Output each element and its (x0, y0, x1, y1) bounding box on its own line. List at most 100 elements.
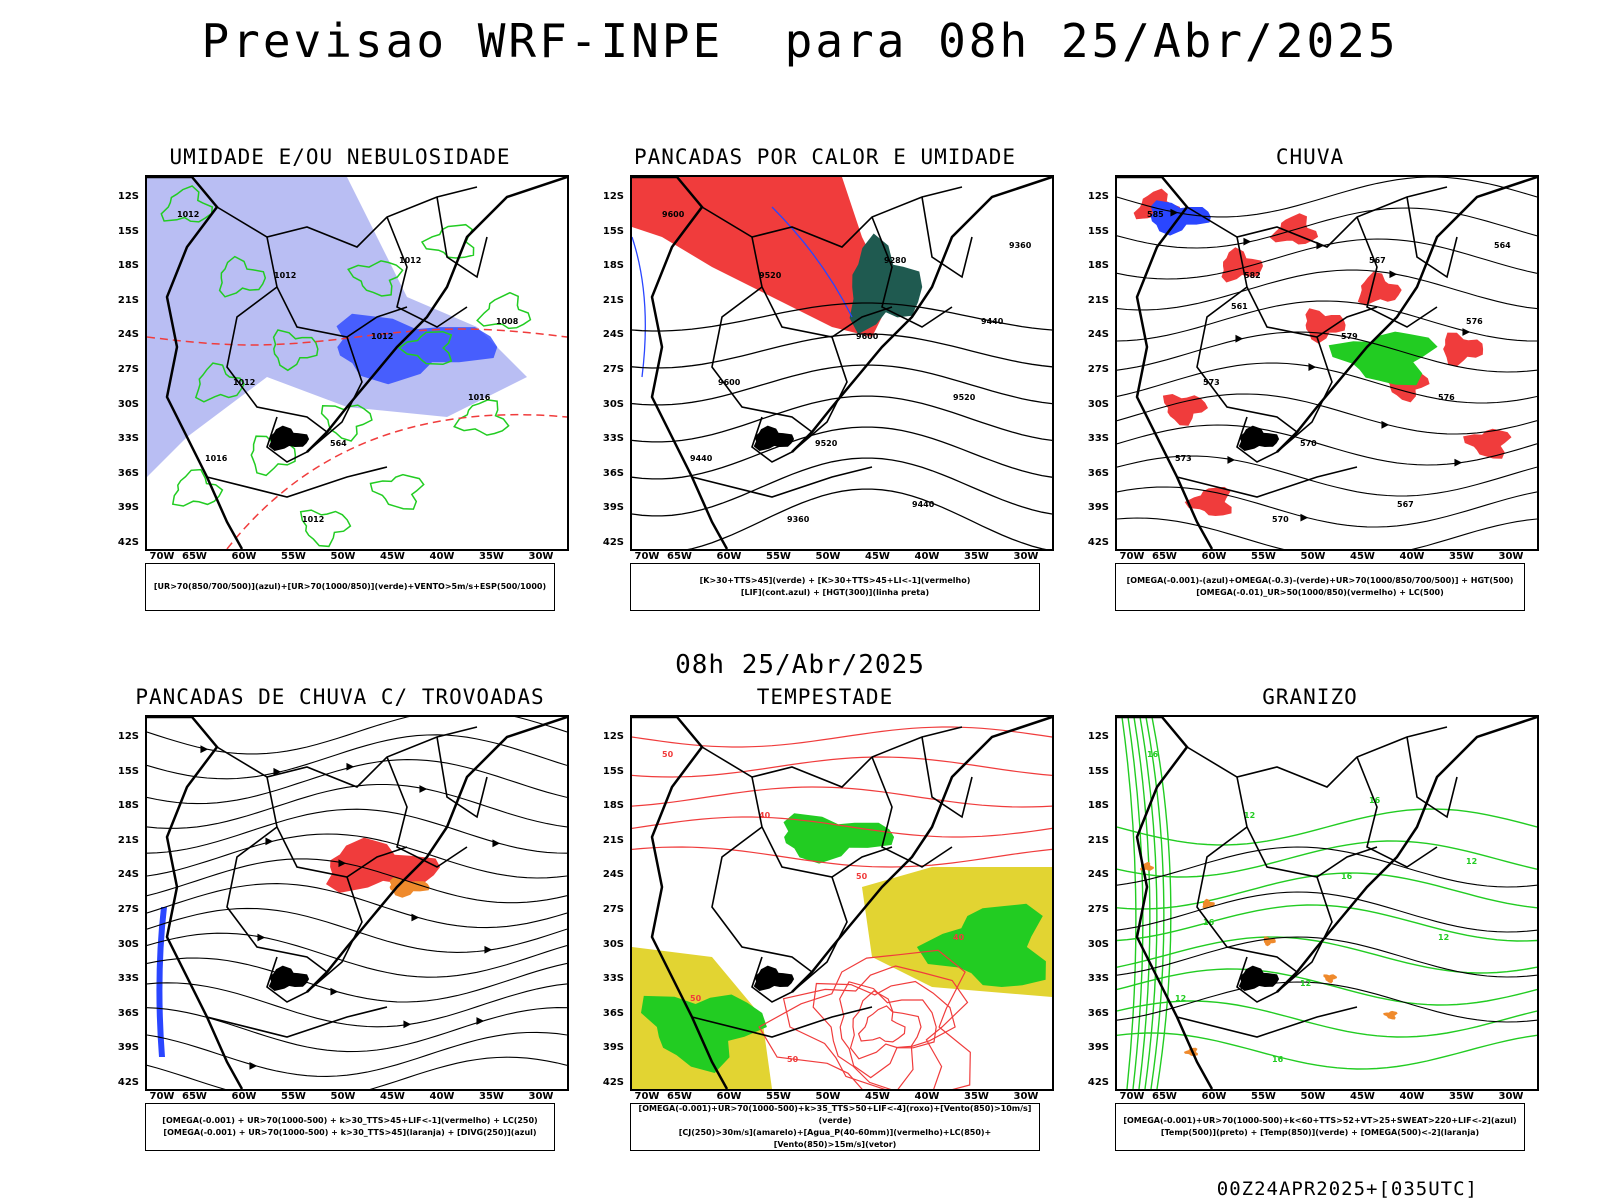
lon-tick-label: 65W (182, 551, 207, 562)
lat-tick-label: 30S (117, 398, 139, 410)
hgt-contour (632, 364, 1052, 406)
panel-legend: [OMEGA(-0.001) + UR>70(1000-500) + k>30_… (145, 1103, 555, 1151)
map-graphic (147, 717, 567, 1089)
panel-title: PANCADAS POR CALOR E UMIDADE (633, 145, 1016, 169)
contour-label: 9600 (856, 332, 879, 341)
lat-tick-label: 36S (117, 1007, 139, 1019)
lon-tick-label: 50W (815, 551, 841, 562)
country-border-2 (1196, 826, 1298, 973)
country-border-2 (226, 286, 328, 433)
lon-tick-label: 35W (1449, 551, 1474, 562)
map-panel-3: CHUVA 585 582 579 576 573 570 567 576 573 570 567 56… (1065, 145, 1555, 625)
contour-label: 12 (1438, 933, 1449, 942)
temp850-contour-west (1145, 717, 1165, 1089)
country-border-0 (701, 726, 963, 788)
legend-line: [Temp(500)](preto) + [Temp(850)](verde) … (1160, 1128, 1480, 1137)
country-border-6 (206, 1006, 388, 1038)
lat-tick-label: 36S (602, 1007, 624, 1019)
pw-contour (758, 949, 971, 1089)
country-border-0 (1186, 726, 1448, 788)
lon-tick-label: 65W (1152, 551, 1177, 562)
country-border-1 (266, 236, 408, 338)
contour-label: 50 (662, 750, 674, 759)
contour-label: 1012 (302, 515, 324, 524)
streamline (147, 717, 567, 755)
pw-contour (632, 786, 1052, 808)
green-contour (160, 185, 214, 223)
green-contour (171, 468, 224, 507)
rain-area-blue (1150, 200, 1211, 236)
country-border-6 (1176, 466, 1358, 498)
lon-tick-label: 70W (1119, 1091, 1145, 1102)
lat-tick-label: 36S (117, 467, 139, 479)
lon-tick-label: 50W (815, 1091, 841, 1102)
lat-tick-label: 30S (1087, 398, 1109, 410)
map-boundaries (1117, 717, 1537, 1089)
legend-line: [OMEGA(-0.001)+UR>70(1000-500)+k>35_TTS>… (638, 1104, 1032, 1125)
legend-line: [OMEGA(-0.01)_UR>50(1000/850)(vermelho) … (1196, 588, 1444, 597)
contour-label: 9600 (662, 210, 685, 219)
lat-tick-label: 27S (602, 904, 624, 915)
lat-tick-label: 36S (1087, 467, 1109, 479)
page-title: Previsao WRF-INPE para 08h 25/Abr/2025 (201, 14, 1399, 68)
lon-tick-label: 65W (182, 1091, 207, 1102)
country-border-4 (386, 756, 468, 868)
temp850-contour-west (1121, 717, 1137, 1089)
panel-legend: [OMEGA(-0.001)-(azul)+OMEGA(-0.3)-(verde… (1115, 563, 1525, 611)
lat-tick-label: 27S (1087, 364, 1109, 375)
contour-label: 12 (1175, 994, 1186, 1003)
lat-tick-label: 12S (1087, 191, 1109, 202)
streamline-arrow (1235, 334, 1244, 343)
streamline-arrow (403, 1020, 412, 1029)
streamline (1117, 517, 1537, 549)
lat-tick-label: 39S (1087, 1042, 1109, 1054)
streamline-arrow (200, 745, 209, 754)
country-border-6 (691, 1006, 873, 1038)
contour-label: 9520 (815, 439, 838, 448)
lat-tick-label: 21S (117, 294, 139, 306)
contour-label: 567 (1369, 256, 1386, 265)
contour-label: 576 (1438, 393, 1455, 402)
rain-area-red (1463, 428, 1512, 459)
coastline-west (632, 177, 729, 549)
map-boundaries (1117, 177, 1537, 549)
lagoon-shape (1238, 425, 1280, 451)
lagoon-shape (1238, 965, 1280, 991)
lat-tick-label: 15S (117, 765, 139, 777)
country-border-4 (871, 216, 953, 328)
map-graphic: 1012 1012 1012 1016 1016 1012 1012 1008 1012 564 (147, 177, 567, 549)
contour-label: 12 (1300, 979, 1311, 988)
lon-tick-label: 35W (479, 1091, 504, 1102)
temp500-contours (1117, 846, 1537, 1023)
lon-tick-label: 55W (281, 551, 306, 562)
rain-area-red (1443, 332, 1484, 367)
lagoon-shape (753, 425, 795, 451)
lat-tick-label: 12S (117, 731, 139, 742)
streamlines (147, 717, 567, 1089)
country-border-1 (1236, 236, 1378, 338)
map-graphic: 50 40 50 40 50 50 (632, 717, 1052, 1089)
streamline-arrow (1227, 456, 1236, 464)
lat-tick-label: 27S (1087, 904, 1109, 915)
map-graphic: 9600 9520 9600 9520 9440 9360 9280 9440 9600 9520… (632, 177, 1052, 549)
contour-label: 12 (1244, 811, 1255, 820)
map-boundaries (147, 717, 567, 1089)
temp850-contour (1117, 1000, 1537, 1038)
lon-tick-label: 30W (1013, 1091, 1039, 1102)
storm-area-orange (389, 877, 430, 898)
lon-tick-label: 60W (231, 551, 257, 562)
map-panel-5: TEMPESTADE 50 40 50 40 50 50 12S 15S 18S 21S 24S 27S… (580, 685, 1070, 1165)
lat-tick-label: 39S (602, 502, 624, 514)
lon-tick-label: 45W (380, 1091, 405, 1102)
lif-contour (632, 236, 646, 378)
streamline-arrow (1381, 420, 1390, 429)
temp850-contours (1117, 717, 1537, 1089)
country-border-5 (1406, 736, 1458, 819)
green-contour (369, 473, 425, 510)
lon-tick-label: 45W (865, 1091, 890, 1102)
lat-tick-label: 30S (602, 938, 624, 950)
contour-label: 16 (1272, 1055, 1284, 1064)
lat-tick-label: 24S (602, 329, 624, 341)
lat-tick-label: 21S (1087, 834, 1109, 846)
lon-tick-label: 70W (634, 1091, 660, 1102)
